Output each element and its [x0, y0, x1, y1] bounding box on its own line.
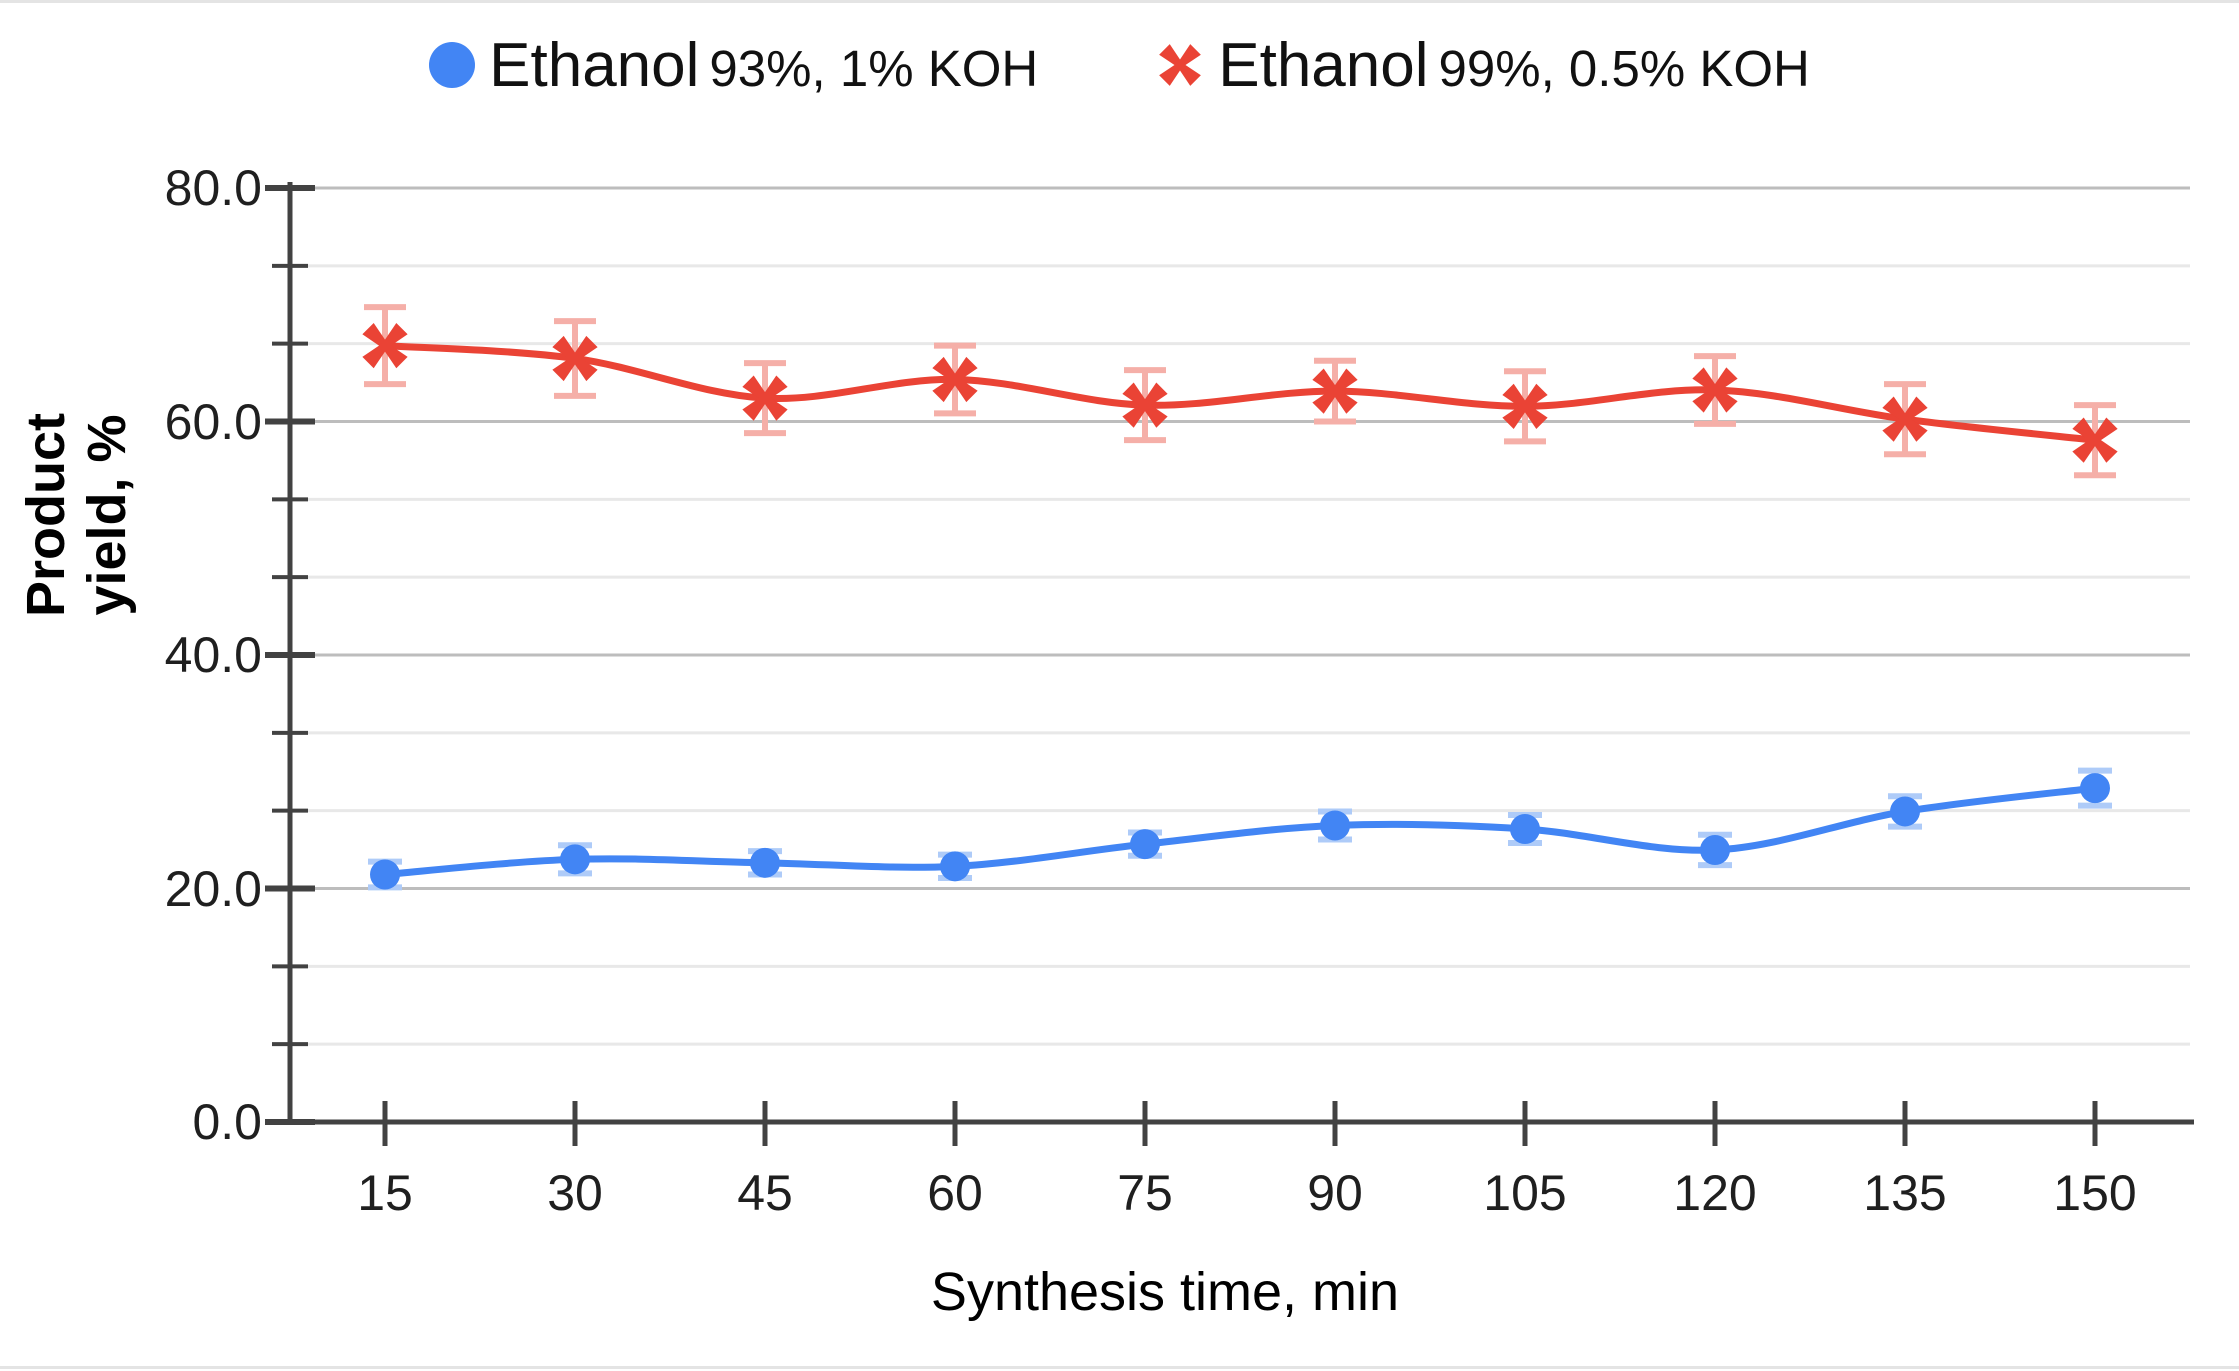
data-point-x	[362, 322, 408, 369]
x-tick-label: 30	[547, 1165, 603, 1221]
data-point-x	[1122, 382, 1168, 428]
x-tick-label: 105	[1483, 1165, 1567, 1221]
data-point-circle	[940, 851, 970, 882]
series-line	[381, 342, 2099, 444]
data-point-x	[1502, 383, 1548, 429]
x-axis-title: Synthesis time, min	[930, 1262, 1400, 1322]
legend-series-name: Ethanol	[1218, 30, 1429, 100]
data-point-circle	[750, 847, 780, 878]
x-tick-label: 135	[1863, 1165, 1947, 1221]
data-point-x	[742, 375, 788, 421]
data-point-circle	[560, 844, 590, 875]
red-x-glyph	[1159, 44, 1202, 86]
legend-series-detail: 93%, 1% KOH	[709, 39, 1039, 97]
data-point-circle	[2080, 773, 2110, 804]
bottom-border-line	[0, 1366, 2239, 1369]
legend-item-ethanol-99: Ethanol 99%, 0.5% KOH	[1156, 30, 1810, 101]
data-point-x	[1882, 396, 1928, 442]
x-tick-label: 120	[1673, 1165, 1757, 1221]
chart-legend: Ethanol 93%, 1% KOH Ethanol 99%, 0.5% KOH	[0, 22, 2239, 108]
legend-item-ethanol-93: Ethanol 93%, 1% KOH	[429, 30, 1038, 101]
x-tick-label: 15	[357, 1165, 413, 1221]
data-point-x	[552, 335, 598, 382]
legend-series-name: Ethanol	[489, 30, 700, 100]
y-tick-label: 20.0	[164, 860, 262, 917]
data-point-circle	[1130, 829, 1160, 860]
data-point-circle	[1320, 810, 1350, 841]
x-tick-label: 150	[2053, 1165, 2137, 1221]
y-tick-label: 0.0	[192, 1094, 262, 1150]
blue-circle-marker-icon	[429, 42, 476, 88]
x-tick-label: 75	[1117, 1165, 1173, 1221]
data-point-x	[2072, 417, 2118, 463]
data-point-x	[1692, 367, 1738, 413]
y-tick-label: 60.0	[164, 393, 262, 450]
legend-series-detail: 99%, 0.5% KOH	[1438, 39, 1810, 97]
red-x-marker-icon	[1159, 44, 1202, 86]
data-point-x	[932, 356, 978, 403]
y-tick-label: 40.0	[164, 627, 262, 683]
top-border-line	[0, 0, 2239, 3]
data-point-circle	[1700, 834, 1730, 865]
x-tick-label: 60	[927, 1165, 983, 1221]
y-tick-label: 80.0	[164, 160, 262, 216]
series-line	[381, 784, 2099, 878]
data-point-circle	[1510, 813, 1540, 844]
x-tick-label: 90	[1307, 1165, 1363, 1221]
data-point-circle	[1890, 796, 1920, 827]
x-tick-label: 45	[737, 1165, 793, 1221]
data-point-circle	[370, 859, 400, 890]
data-point-x	[1312, 368, 1358, 414]
